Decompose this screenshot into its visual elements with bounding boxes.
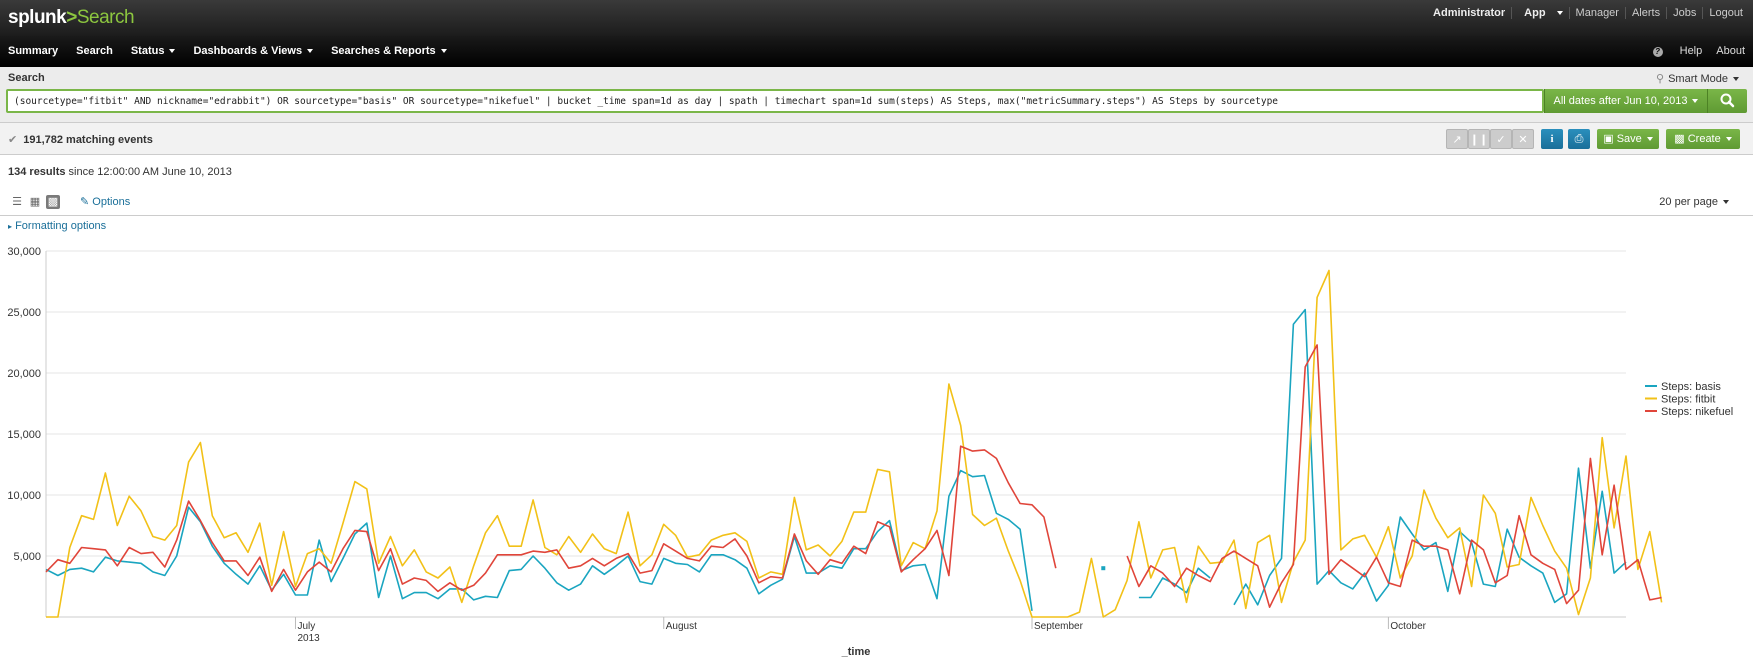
search-label: Search (8, 72, 45, 84)
chevron-down-icon (307, 49, 314, 54)
chevron-down-icon (169, 49, 176, 54)
floppy-icon: ▣ (1603, 133, 1614, 145)
x-tick-label: July (297, 621, 315, 632)
chevron-down-icon (1723, 200, 1729, 205)
save-button[interactable]: ▣ Save (1597, 129, 1659, 149)
edit-icon: ✎ (80, 196, 90, 208)
logout-link[interactable]: Logout (1702, 7, 1749, 19)
chart-view-button[interactable]: ▩ (46, 195, 60, 209)
nav-dashboards-views[interactable]: Dashboards & Views (193, 45, 314, 57)
y-tick-label: 20,000 (7, 368, 41, 380)
chevron-down-icon (1725, 137, 1732, 142)
alerts-link[interactable]: Alerts (1624, 7, 1666, 19)
results-view-toolbar: ☰ ▦ ▩ ✎ Options 20 per page (0, 190, 1753, 216)
help-icon: ? (1652, 47, 1663, 57)
y-tick-label: 5,000 (13, 551, 41, 563)
series-line-stepsfitbit (46, 269, 1663, 618)
bar-chart-icon: ▩ (1674, 133, 1685, 145)
series-line-stepsnikefuel (45, 344, 1662, 608)
user-link-administrator[interactable]: Administrator (1433, 7, 1506, 19)
about-link[interactable]: About (1716, 45, 1745, 57)
check-icon: ✓ (1496, 134, 1506, 146)
triangle-right-icon: ▸ (8, 222, 13, 231)
bar-chart-icon: ▩ (47, 196, 59, 208)
search-panel: Search ⚲ Smart Mode (sourcetype="fitbit" … (0, 67, 1753, 123)
search-button[interactable] (1707, 89, 1747, 113)
nav-status[interactable]: Status (131, 45, 176, 57)
options-link[interactable]: ✎ Options (80, 196, 131, 208)
job-inspector-button[interactable]: i (1541, 129, 1563, 149)
matching-events-count: ✔ 191,782 matching events (8, 134, 153, 146)
search-query-text: (sourcetype="fitbit" AND nickname="edrab… (14, 96, 1279, 107)
events-list-view-button[interactable]: ☰ (10, 195, 24, 209)
legend-label: Steps: nikefuel (1661, 406, 1733, 418)
x-tick-sublabel: 2013 (297, 633, 320, 644)
x-axis-title: _time (841, 646, 871, 658)
app-menu[interactable]: App (1511, 7, 1568, 19)
splunk-logo[interactable]: splunk>Search (8, 7, 135, 28)
legend-label: Steps: basis (1661, 381, 1721, 393)
search-mode-selector[interactable]: ⚲ Smart Mode (1656, 72, 1739, 85)
pause-icon: ❙❙ (1469, 134, 1489, 146)
x-tick-label: October (1390, 621, 1426, 632)
chevron-down-icon (440, 49, 447, 54)
chevron-down-icon (1646, 137, 1653, 142)
y-tick-label: 10,000 (7, 490, 41, 502)
app-nav-bar: Summary Search Status Dashboards & Views… (0, 36, 1753, 67)
account-links: Administrator App Manager Alerts Jobs Lo… (1427, 7, 1749, 19)
create-button[interactable]: ▩ Create (1666, 129, 1740, 149)
printer-icon: ⎙ (1574, 133, 1584, 145)
y-tick-label: 30,000 (7, 246, 41, 258)
table-view-button[interactable]: ▦ (28, 195, 42, 209)
finalize-button[interactable]: ✓ (1490, 129, 1512, 149)
jobs-link[interactable]: Jobs (1666, 7, 1702, 19)
x-tick-label: September (1034, 621, 1084, 632)
table-icon: ▦ (29, 196, 41, 208)
per-page-selector[interactable]: 20 per page (1659, 196, 1729, 208)
list-icon: ☰ (12, 196, 22, 208)
nav-searches-reports[interactable]: Searches & Reports (331, 45, 447, 57)
close-icon: ✕ (1518, 134, 1528, 146)
print-button[interactable]: ⎙ (1568, 129, 1590, 149)
magnifier-icon (1720, 93, 1735, 108)
help-link[interactable]: ? Help (1652, 45, 1702, 57)
job-status-bar: ✔ 191,782 matching events ↗ ❙❙ ✓ ✕ i ⎙ ▣ … (0, 123, 1753, 155)
chevron-down-icon (1556, 11, 1563, 16)
time-range-picker[interactable]: All dates after Jun 10, 2013 (1544, 89, 1707, 113)
x-tick-label: August (666, 621, 697, 632)
search-input[interactable]: (sourcetype="fitbit" AND nickname="edrab… (6, 89, 1544, 113)
formatting-options-toggle[interactable]: ▸ Formatting options (8, 220, 107, 232)
y-tick-label: 25,000 (7, 307, 41, 319)
results-summary: 134 results since 12:00:00 AM June 10, 2… (8, 166, 232, 178)
pause-button[interactable]: ❙❙ (1468, 129, 1490, 149)
chevron-down-icon (1733, 77, 1739, 82)
series-line-stepsbasis (45, 308, 1627, 612)
nav-search[interactable]: Search (76, 45, 113, 57)
top-bar: splunk>Search Administrator App Manager … (0, 0, 1753, 36)
checkmark-icon: ✔ (8, 134, 18, 146)
legend-label: Steps: fitbit (1661, 394, 1715, 406)
chevron-down-icon (1692, 99, 1699, 104)
y-tick-label: 15,000 (7, 429, 41, 441)
nav-summary[interactable]: Summary (8, 45, 59, 57)
series-point (1101, 566, 1106, 571)
cancel-job-button[interactable]: ✕ (1512, 129, 1534, 149)
lightbulb-icon: ⚲ (1656, 73, 1665, 85)
info-icon: i (1550, 133, 1554, 145)
send-to-background-button[interactable]: ↗ (1446, 129, 1468, 149)
manager-link[interactable]: Manager (1568, 7, 1625, 19)
timechart: 30,000 25,000 20,000 15,000 10,000 5,000 July2… (7, 246, 1733, 658)
export-icon: ↗ (1452, 134, 1462, 146)
